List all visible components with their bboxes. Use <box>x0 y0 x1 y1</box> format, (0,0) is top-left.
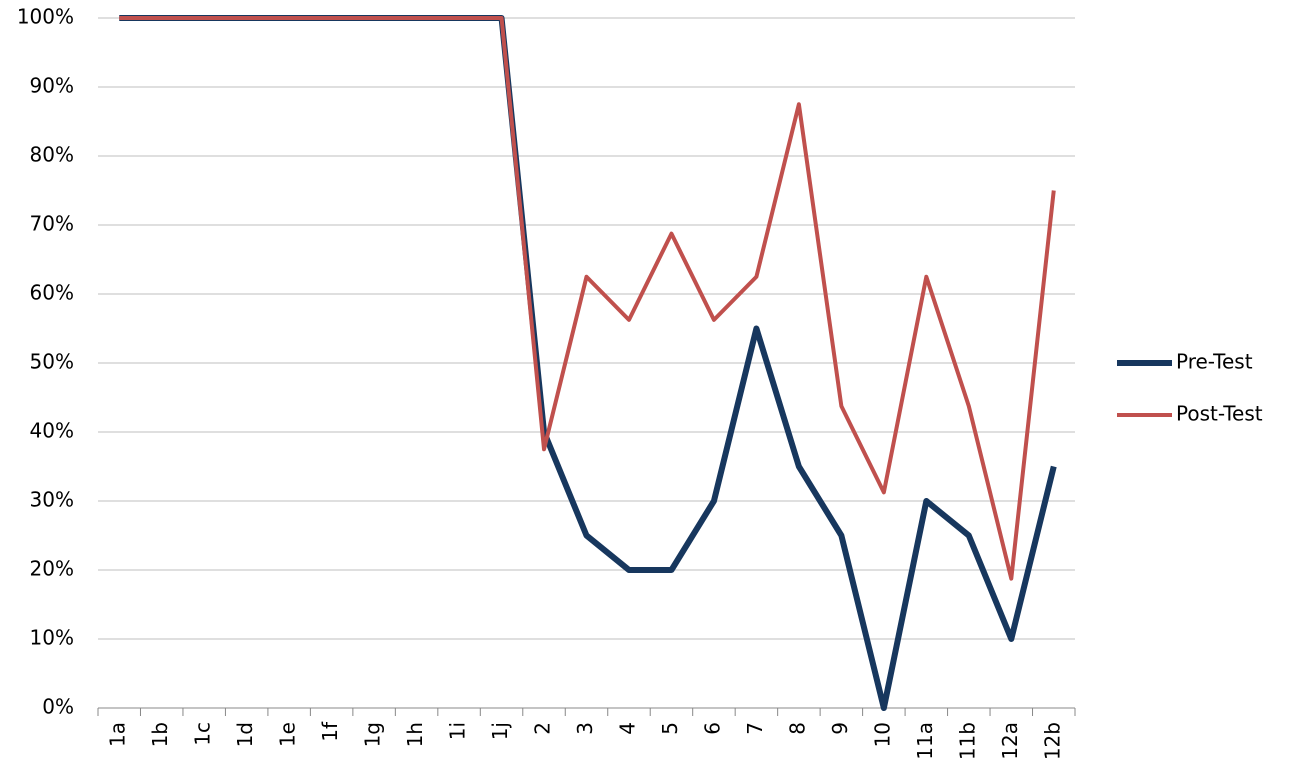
x-tick-label: 1i <box>446 722 470 740</box>
x-tick-label: 7 <box>743 722 767 735</box>
y-tick-label: 60% <box>30 281 74 305</box>
y-tick-label: 40% <box>30 419 74 443</box>
legend-label: Pre-Test <box>1176 350 1253 374</box>
x-tick-label: 4 <box>615 722 639 735</box>
x-tick-label: 1j <box>488 722 512 740</box>
x-tick-label: 5 <box>658 722 682 735</box>
y-tick-label: 90% <box>30 74 74 98</box>
series-line <box>119 16 1056 581</box>
y-tick-label: 20% <box>30 557 74 581</box>
y-tick-label: 10% <box>30 626 74 650</box>
x-tick-label: 1g <box>361 722 385 747</box>
y-tick-label: 0% <box>42 695 74 719</box>
y-tick-label: 70% <box>30 212 74 236</box>
x-tick-label: 1f <box>318 721 342 742</box>
x-tick-label: 1b <box>148 722 172 747</box>
x-tick-label: 11a <box>913 722 937 760</box>
x-tick-label: 11b <box>955 722 979 760</box>
y-tick-label: 100% <box>17 5 74 29</box>
x-tick-label: 12a <box>998 722 1022 760</box>
x-tick-label: 2 <box>531 722 555 735</box>
x-tick-label: 1d <box>233 722 257 747</box>
x-tick-label: 9 <box>828 722 852 735</box>
y-tick-label: 80% <box>30 143 74 167</box>
y-tick-label: 50% <box>30 350 74 374</box>
x-tick-label: 1h <box>403 722 427 747</box>
x-tick-label: 10 <box>870 722 894 747</box>
x-tick-label: 12b <box>1040 722 1064 760</box>
x-tick-label: 3 <box>573 722 597 735</box>
x-tick-label: 1e <box>276 722 300 747</box>
x-tick-label: 1c <box>191 722 215 746</box>
y-tick-label: 30% <box>30 488 74 512</box>
x-tick-label: 1a <box>106 722 130 747</box>
legend-label: Post-Test <box>1176 402 1263 426</box>
x-tick-label: 6 <box>700 722 724 735</box>
x-tick-label: 8 <box>785 722 809 735</box>
